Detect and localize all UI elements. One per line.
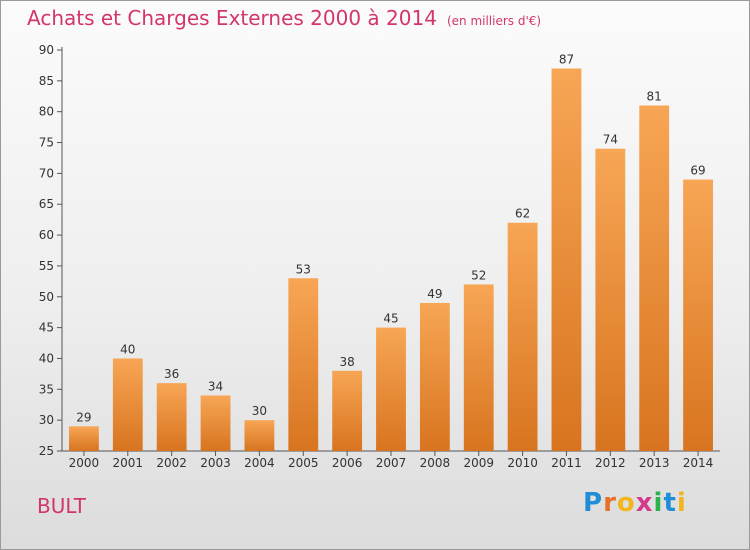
logo-letter: t (663, 488, 677, 518)
place-name: BULT (37, 494, 86, 518)
x-tick-label: 2013 (639, 456, 670, 470)
logo-letter: i (676, 488, 687, 518)
chart-title-text: Achats et Charges Externes 2000 à 2014 (27, 6, 437, 30)
x-tick-label: 2002 (156, 456, 187, 470)
proxiti-logo: Proxiti (583, 488, 687, 518)
bar-value-label: 81 (647, 90, 662, 104)
bar-value-label: 49 (427, 287, 442, 301)
bar (288, 278, 319, 451)
bar (463, 284, 494, 451)
bar (332, 370, 363, 451)
chart-unit: (en milliers d'€) (446, 14, 542, 28)
x-tick-label: 2008 (420, 456, 451, 470)
bar (683, 179, 713, 452)
bar (551, 68, 582, 451)
y-tick-label: 75 (39, 136, 54, 150)
y-tick-label: 25 (39, 444, 54, 458)
y-tick-label: 85 (39, 74, 54, 88)
bar-value-label: 52 (471, 268, 486, 282)
logo-letter: r (603, 488, 617, 518)
y-tick-label: 80 (39, 105, 54, 119)
bar (200, 395, 231, 451)
x-tick-label: 2009 (463, 456, 494, 470)
logo-letter: o (616, 488, 636, 518)
bar (595, 148, 626, 451)
bar (507, 222, 538, 451)
bar (244, 420, 275, 451)
logo-letter: x (635, 488, 654, 518)
bar (69, 426, 99, 451)
logo-letter: i (653, 488, 664, 518)
y-tick-label: 50 (39, 290, 54, 304)
x-tick-label: 2005 (288, 456, 319, 470)
x-tick-label: 2001 (113, 456, 144, 470)
y-tick-label: 55 (39, 259, 54, 273)
x-tick-label: 2012 (595, 456, 626, 470)
y-tick-label: 65 (39, 197, 54, 211)
chart-title: Achats et Charges Externes 2000 à 2014 (e… (27, 6, 541, 30)
y-tick-label: 35 (39, 382, 54, 396)
bar (419, 302, 450, 451)
bar-value-label: 74 (603, 133, 618, 147)
y-tick-label: 40 (39, 351, 54, 365)
x-tick-label: 2011 (551, 456, 582, 470)
x-tick-label: 2006 (332, 456, 363, 470)
y-tick-label: 30 (39, 413, 54, 427)
bar-value-label: 45 (383, 312, 398, 326)
x-tick-label: 2004 (244, 456, 275, 470)
x-tick-label: 2007 (376, 456, 407, 470)
y-tick-label: 70 (39, 166, 54, 180)
bar (156, 383, 187, 451)
bar-value-label: 87 (559, 53, 574, 67)
bar-value-label: 29 (76, 410, 91, 424)
bar-value-label: 53 (296, 262, 311, 276)
x-tick-label: 2010 (507, 456, 538, 470)
bar (112, 358, 143, 451)
logo-letter: P (583, 488, 604, 518)
bar-value-label: 38 (339, 355, 354, 369)
chart-bars: 29 40 36 34 30 53 38 45 49 52 62 87 74 81 69 (69, 53, 713, 452)
y-tick-label: 45 (39, 321, 54, 335)
bar-value-label: 40 (120, 342, 135, 356)
y-tick-label: 90 (39, 43, 54, 57)
x-tick-label: 2003 (200, 456, 231, 470)
x-tick-label: 2014 (683, 456, 714, 470)
bar (376, 327, 406, 451)
bar-value-label: 34 (208, 379, 223, 393)
x-tick-label: 2000 (69, 456, 100, 470)
y-tick-label: 60 (39, 228, 54, 242)
bar-value-label: 30 (252, 404, 267, 418)
bar (639, 105, 670, 452)
bar-value-label: 69 (690, 164, 705, 178)
bar-value-label: 62 (515, 207, 530, 221)
bar-value-label: 36 (164, 367, 179, 381)
